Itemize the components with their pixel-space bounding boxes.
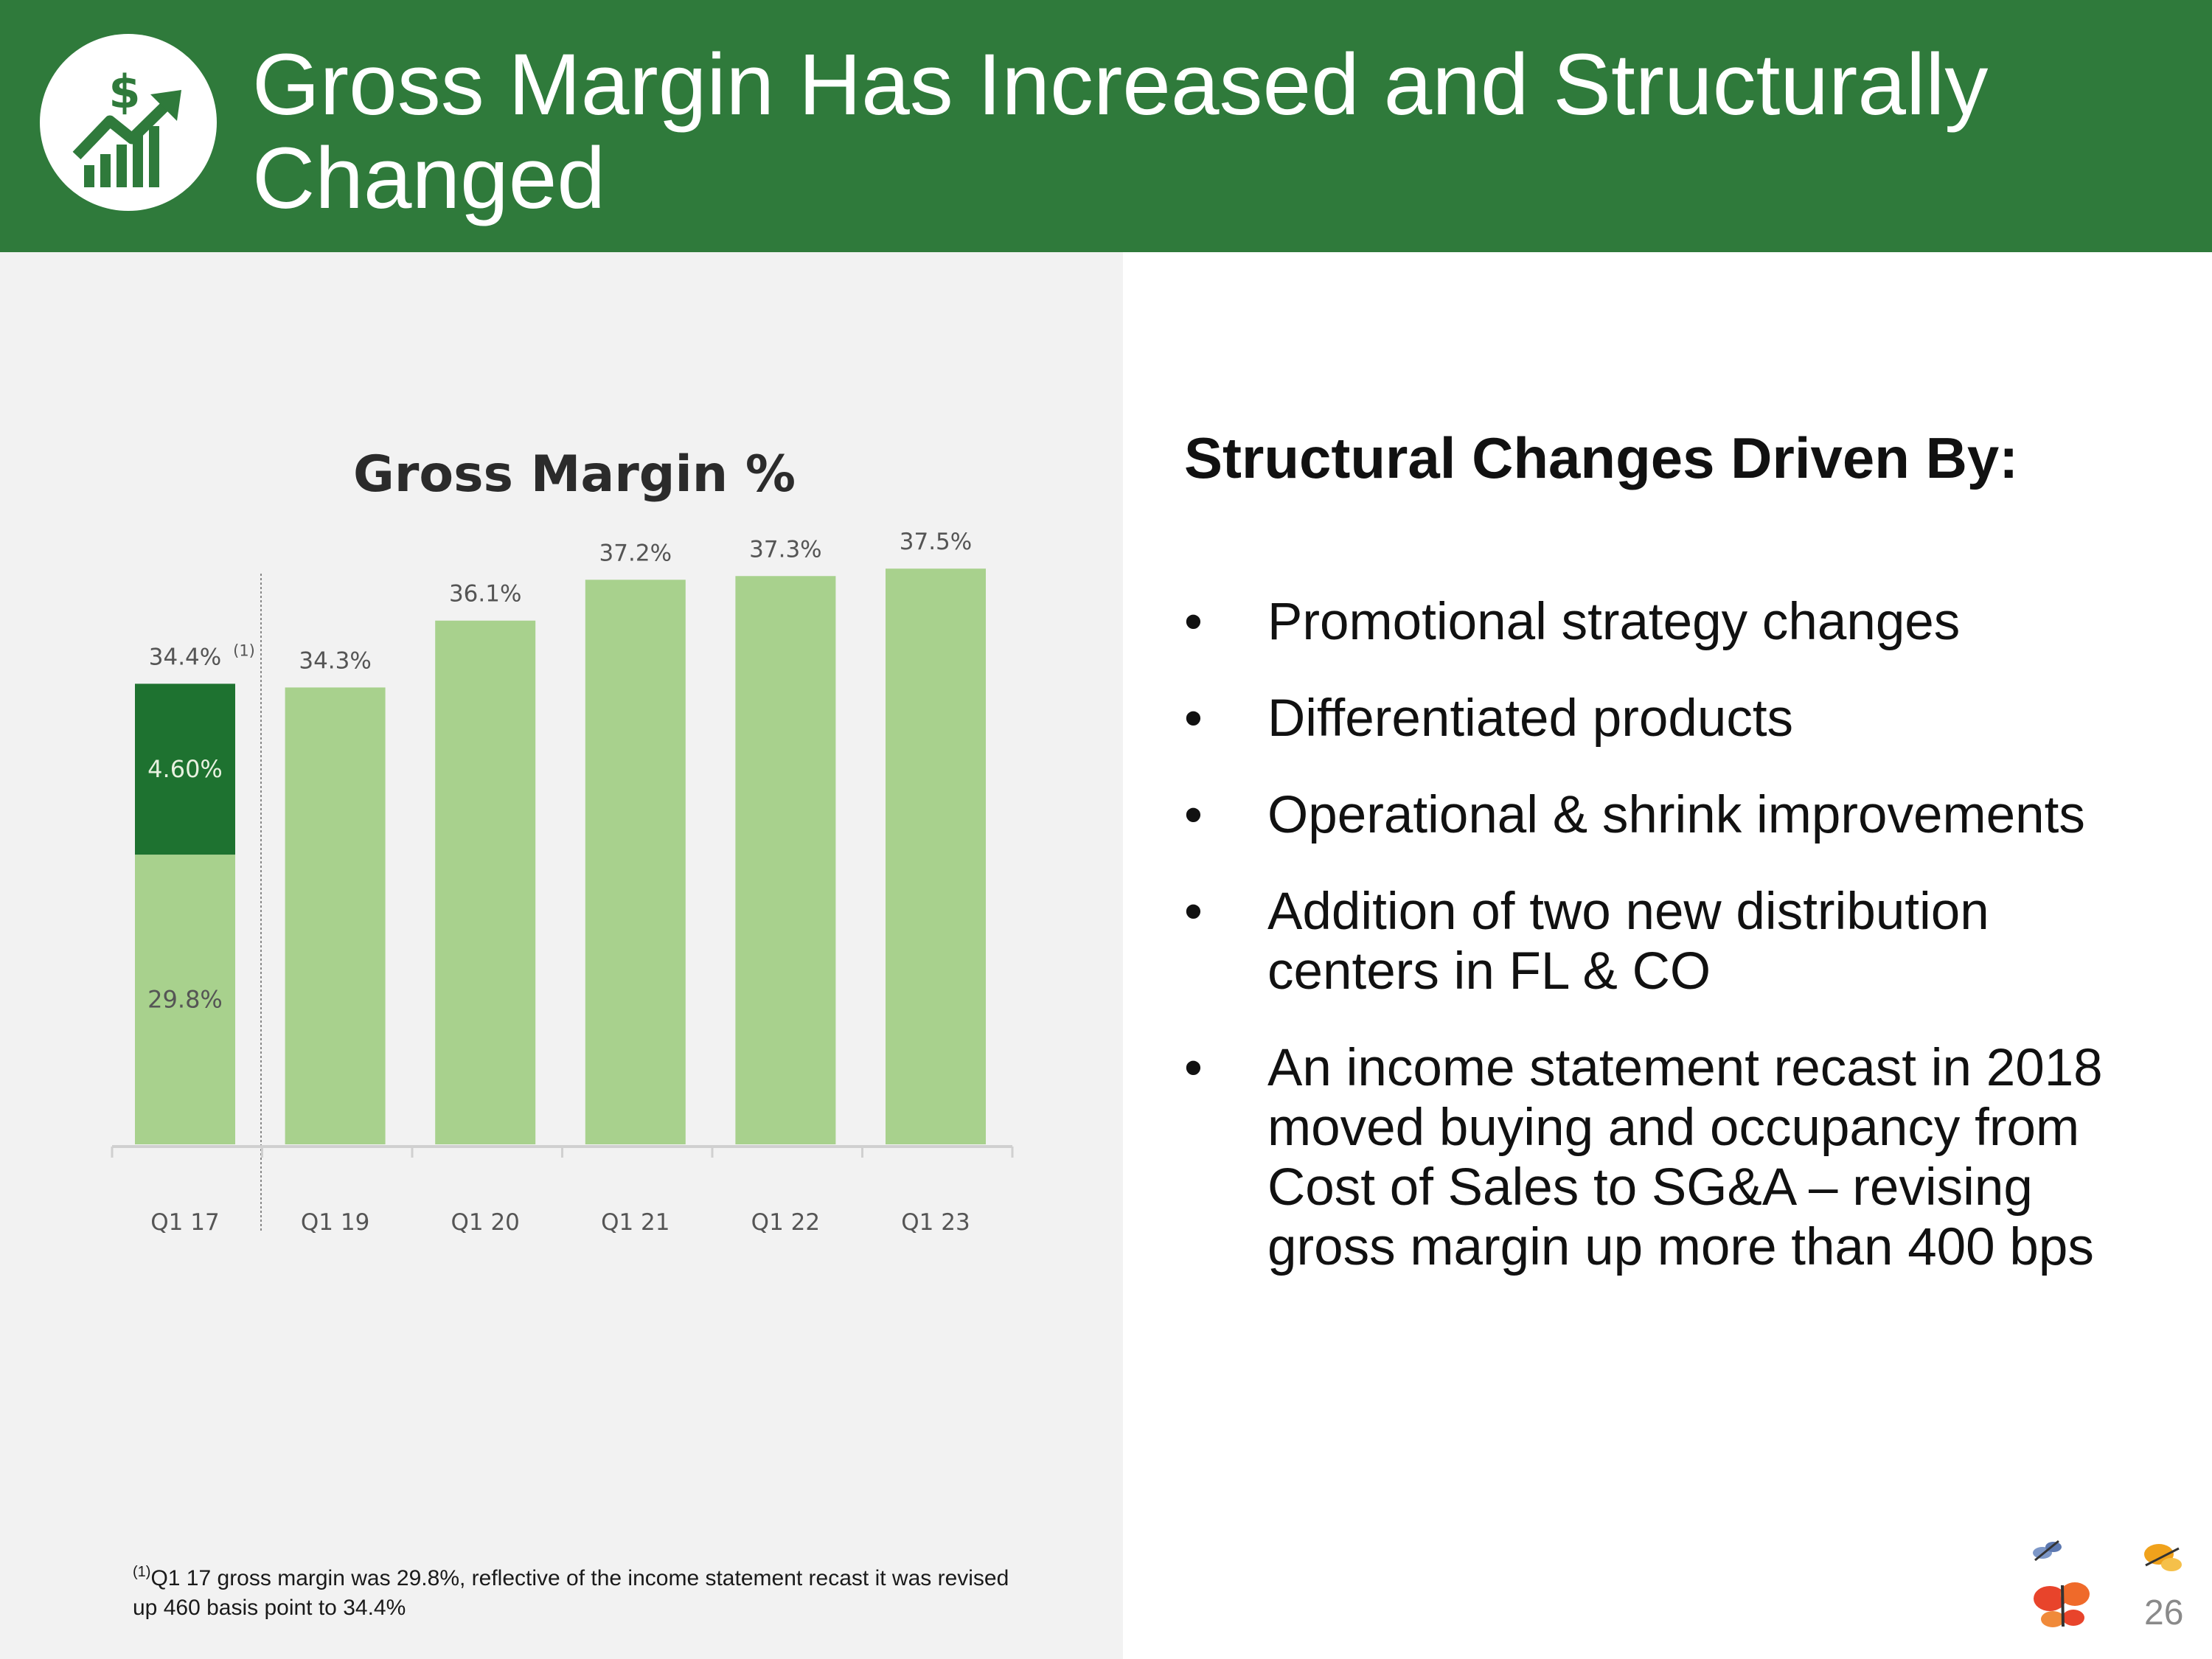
- svg-text:$: $: [108, 65, 140, 119]
- x-tick-label: Q1 23: [901, 1209, 970, 1236]
- data-label: 34.4%: [149, 644, 221, 670]
- driver-text: Promotional strategy changes: [1267, 593, 1961, 651]
- bullet-marker: •: [1184, 593, 1203, 651]
- driver-item: • Addition of two new distribution center…: [1184, 882, 2165, 1001]
- data-label: 34.3%: [299, 647, 371, 674]
- bar-base-segment: [135, 855, 235, 1144]
- footnote-text: Q1 17 gross margin was 29.8%, reflective…: [133, 1566, 1009, 1620]
- x-tick-label: Q1 22: [751, 1209, 820, 1236]
- x-tick-label: Q1 19: [301, 1209, 369, 1236]
- data-label: 36.1%: [449, 581, 521, 608]
- driver-item: • An income statement recast in 2018 move…: [1184, 1038, 2165, 1277]
- bar: [585, 580, 686, 1144]
- butterflies-decoration: [2033, 1540, 2182, 1627]
- title-bar: $ Gross Margin Has Increased and Structu…: [0, 0, 2212, 252]
- gross-margin-bar-chart: Gross Margin % 29.8% 4.60% 34.4% (1) Q1 17 34…: [111, 445, 1014, 1236]
- driver-text: Differentiated products: [1267, 689, 1794, 748]
- chart-panel: Gross Margin % 29.8% 4.60% 34.4% (1) Q1 17 34…: [0, 252, 1123, 1659]
- slide-title: Gross Margin Has Increased and Structura…: [252, 36, 1989, 227]
- blue-bug-icon: [2033, 1540, 2062, 1562]
- drivers-list: • Promotional strategy changes • Different…: [1184, 592, 2165, 1314]
- red-butterfly-icon: [2034, 1582, 2090, 1627]
- page-number: 26: [2144, 1593, 2184, 1632]
- drivers-heading: Structural Changes Driven By:: [1184, 425, 2019, 490]
- driver-text: An income statement recast in 2018 moved…: [1267, 1039, 2103, 1276]
- bullet-marker: •: [1184, 1039, 1203, 1097]
- driver-item: • Operational & shrink improvements: [1184, 785, 2165, 845]
- bar: [435, 620, 536, 1144]
- x-tick-label: Q1 20: [451, 1209, 519, 1236]
- bar-added-segment: [135, 684, 235, 855]
- logo-badge: $: [40, 34, 217, 211]
- x-tick-label: Q1 21: [601, 1209, 669, 1236]
- bar: [886, 568, 986, 1144]
- bullet-marker: •: [1184, 883, 1203, 941]
- footnote-marker-label: (1): [233, 641, 255, 659]
- chart-title: Gross Margin %: [353, 445, 796, 504]
- data-label: 37.5%: [900, 529, 972, 555]
- chart-footnote: (1)Q1 17 gross margin was 29.8%, reflect…: [133, 1564, 1018, 1623]
- x-tick-label: Q1 17: [150, 1209, 219, 1236]
- data-label: 37.2%: [599, 540, 672, 566]
- driver-item: • Differentiated products: [1184, 689, 2165, 748]
- bullet-marker: •: [1184, 689, 1203, 748]
- driver-item: • Promotional strategy changes: [1184, 592, 2165, 652]
- bar: [735, 576, 836, 1144]
- driver-text: Operational & shrink improvements: [1267, 786, 2085, 844]
- bar: [285, 687, 386, 1144]
- dollar-growth-chart-icon: $: [72, 65, 181, 187]
- driver-text: Addition of two new distribution centers…: [1267, 883, 1989, 1001]
- footnote-marker: (1): [133, 1564, 151, 1580]
- bullet-marker: •: [1184, 786, 1203, 844]
- segment-label: 29.8%: [147, 986, 223, 1014]
- orange-butterfly-icon: [2144, 1544, 2182, 1571]
- segment-label: 4.60%: [147, 755, 223, 783]
- data-label: 37.3%: [749, 536, 821, 563]
